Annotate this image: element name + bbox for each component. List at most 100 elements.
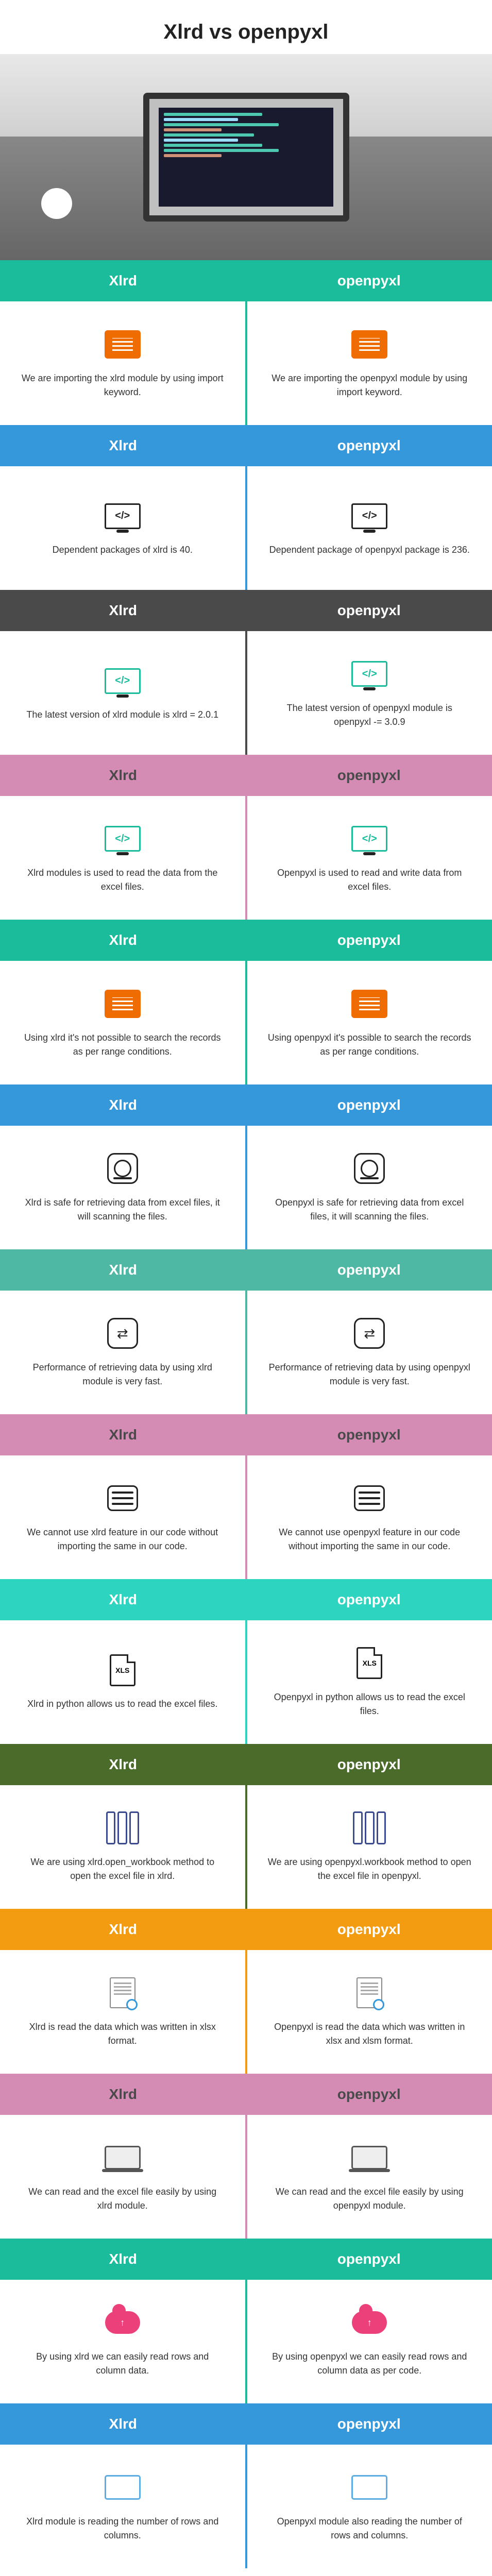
row-content: We are importing the xlrd module by usin… bbox=[0, 301, 492, 425]
server-icon bbox=[107, 1485, 138, 1511]
code-monitor-icon: </> bbox=[351, 826, 387, 852]
code-monitor-icon: </> bbox=[105, 503, 141, 529]
desc-left: Xlrd is safe for retrieving data from ex… bbox=[21, 1196, 225, 1224]
row-content: ⇄ Performance of retrieving data by usin… bbox=[0, 1291, 492, 1414]
desc-right: Openpyxl module also reading the number … bbox=[268, 2515, 472, 2543]
cell-right: XLS Openpyxl in python allows us to read… bbox=[247, 1620, 492, 1744]
header-left: Xlrd bbox=[0, 1084, 246, 1126]
cloud-upload-icon: ↑ bbox=[352, 2311, 387, 2334]
header-left: Xlrd bbox=[0, 2074, 246, 2115]
header-right: openpyxl bbox=[246, 590, 492, 631]
header-right: openpyxl bbox=[246, 260, 492, 301]
cell-left: Xlrd is read the data which was written … bbox=[0, 1950, 247, 2074]
row-content: Xlrd is safe for retrieving data from ex… bbox=[0, 1126, 492, 1249]
document-search-icon bbox=[357, 1977, 382, 2008]
code-window-icon bbox=[105, 990, 141, 1018]
desc-right: Using openpyxl it's possible to search t… bbox=[268, 1031, 472, 1059]
disk-icon bbox=[107, 1153, 138, 1184]
swap-icon: ⇄ bbox=[107, 1318, 138, 1349]
cell-right: </> The latest version of openpyxl modul… bbox=[247, 631, 492, 755]
comparison-row: Xlrd openpyxl Xlrd is safe for retrievin… bbox=[0, 1084, 492, 1249]
row-header: Xlrd openpyxl bbox=[0, 755, 492, 796]
row-content: Using xlrd it's not possible to search t… bbox=[0, 961, 492, 1084]
cell-right: ↑ By using openpyxl we can easily read r… bbox=[247, 2280, 492, 2403]
laptop-icon bbox=[105, 2146, 141, 2170]
header-left: Xlrd bbox=[0, 1579, 246, 1620]
header-right: openpyxl bbox=[246, 425, 492, 466]
cell-right: We are importing the openpyxl module by … bbox=[247, 301, 492, 425]
comparison-row: Xlrd openpyxl </> Xlrd modules is used t… bbox=[0, 755, 492, 920]
xls-file-icon: XLS bbox=[357, 1647, 382, 1679]
monitor-icon bbox=[351, 2475, 387, 2500]
desc-right: The latest version of openpyxl module is… bbox=[268, 701, 472, 729]
desc-right: Openpyxl is safe for retrieving data fro… bbox=[268, 1196, 472, 1224]
row-content: We are using xlrd.open_workbook method t… bbox=[0, 1785, 492, 1909]
row-content: ↑ By using xlrd we can easily read rows … bbox=[0, 2280, 492, 2403]
cell-left: We cannot use xlrd feature in our code w… bbox=[0, 1455, 247, 1579]
desc-left: Xlrd module is reading the number of row… bbox=[21, 2515, 225, 2543]
header-right: openpyxl bbox=[246, 2403, 492, 2445]
header-right: openpyxl bbox=[246, 1249, 492, 1291]
comparison-row: Xlrd openpyxl ⇄ Performance of retrievin… bbox=[0, 1249, 492, 1414]
desc-left: We can read and the excel file easily by… bbox=[21, 2185, 225, 2213]
header-left: Xlrd bbox=[0, 425, 246, 466]
desc-left: Using xlrd it's not possible to search t… bbox=[21, 1031, 225, 1059]
desc-left: Xlrd in python allows us to read the exc… bbox=[27, 1697, 217, 1711]
header-right: openpyxl bbox=[246, 2074, 492, 2115]
row-content: </> The latest version of xlrd module is… bbox=[0, 631, 492, 755]
comparison-row: Xlrd openpyxl We cannot use xlrd feature… bbox=[0, 1414, 492, 1579]
disk-icon bbox=[354, 1153, 385, 1184]
cell-left: Using xlrd it's not possible to search t… bbox=[0, 961, 247, 1084]
header-left: Xlrd bbox=[0, 755, 246, 796]
cell-right: </> Openpyxl is used to read and write d… bbox=[247, 796, 492, 920]
footer-url: www.educba.com bbox=[0, 2568, 492, 2576]
infographic-page: Xlrd vs openpyxl Xlrd openpyxl We are im… bbox=[0, 0, 492, 2576]
row-header: Xlrd openpyxl bbox=[0, 2403, 492, 2445]
cell-right: Openpyxl is safe for retrieving data fro… bbox=[247, 1126, 492, 1249]
cell-left: ↑ By using xlrd we can easily read rows … bbox=[0, 2280, 247, 2403]
header-right: openpyxl bbox=[246, 2239, 492, 2280]
comparison-row: Xlrd openpyxl XLS Xlrd in python allows … bbox=[0, 1579, 492, 1744]
cell-right: Using openpyxl it's possible to search t… bbox=[247, 961, 492, 1084]
desc-right: Performance of retrieving data by using … bbox=[268, 1361, 472, 1388]
comparison-row: Xlrd openpyxl Using xlrd it's not possib… bbox=[0, 920, 492, 1084]
row-header: Xlrd openpyxl bbox=[0, 920, 492, 961]
row-content: XLS Xlrd in python allows us to read the… bbox=[0, 1620, 492, 1744]
desc-left: We are importing the xlrd module by usin… bbox=[21, 371, 225, 399]
cell-left: We are using xlrd.open_workbook method t… bbox=[0, 1785, 247, 1909]
document-search-icon bbox=[110, 1977, 135, 2008]
comparison-row: Xlrd openpyxl </> The latest version of … bbox=[0, 590, 492, 755]
row-header: Xlrd openpyxl bbox=[0, 1249, 492, 1291]
desc-right: Openpyxl is used to read and write data … bbox=[268, 866, 472, 894]
desc-left: Dependent packages of xlrd is 40. bbox=[53, 543, 193, 557]
header-right: openpyxl bbox=[246, 1744, 492, 1785]
desc-left: The latest version of xlrd module is xlr… bbox=[26, 708, 218, 722]
columns-icon bbox=[106, 1811, 139, 1844]
cell-left: Xlrd module is reading the number of row… bbox=[0, 2445, 247, 2568]
desc-left: Xlrd is read the data which was written … bbox=[21, 2020, 225, 2048]
desc-left: We are using xlrd.open_workbook method t… bbox=[21, 1855, 225, 1883]
cell-left: </> Dependent packages of xlrd is 40. bbox=[0, 466, 247, 590]
desc-left: Performance of retrieving data by using … bbox=[21, 1361, 225, 1388]
laptop-illustration bbox=[143, 93, 349, 222]
row-header: Xlrd openpyxl bbox=[0, 425, 492, 466]
row-header: Xlrd openpyxl bbox=[0, 1414, 492, 1455]
row-content: Xlrd module is reading the number of row… bbox=[0, 2445, 492, 2568]
comparison-row: Xlrd openpyxl </> Dependent packages of … bbox=[0, 425, 492, 590]
header-left: Xlrd bbox=[0, 920, 246, 961]
desc-right: Openpyxl in python allows us to read the… bbox=[268, 1690, 472, 1718]
cell-right: We cannot use openpyxl feature in our co… bbox=[247, 1455, 492, 1579]
desc-right: We are importing the openpyxl module by … bbox=[268, 371, 472, 399]
code-window-icon bbox=[105, 330, 141, 359]
columns-icon bbox=[353, 1811, 386, 1844]
header-right: openpyxl bbox=[246, 1579, 492, 1620]
comparison-row: Xlrd openpyxl We can read and the excel … bbox=[0, 2074, 492, 2239]
server-icon bbox=[354, 1485, 385, 1511]
desc-right: We can read and the excel file easily by… bbox=[268, 2185, 472, 2213]
header-right: openpyxl bbox=[246, 1909, 492, 1950]
cell-left: We are importing the xlrd module by usin… bbox=[0, 301, 247, 425]
cell-left: Xlrd is safe for retrieving data from ex… bbox=[0, 1126, 247, 1249]
header-left: Xlrd bbox=[0, 2403, 246, 2445]
row-header: Xlrd openpyxl bbox=[0, 1579, 492, 1620]
cell-right: We are using openpyxl.workbook method to… bbox=[247, 1785, 492, 1909]
